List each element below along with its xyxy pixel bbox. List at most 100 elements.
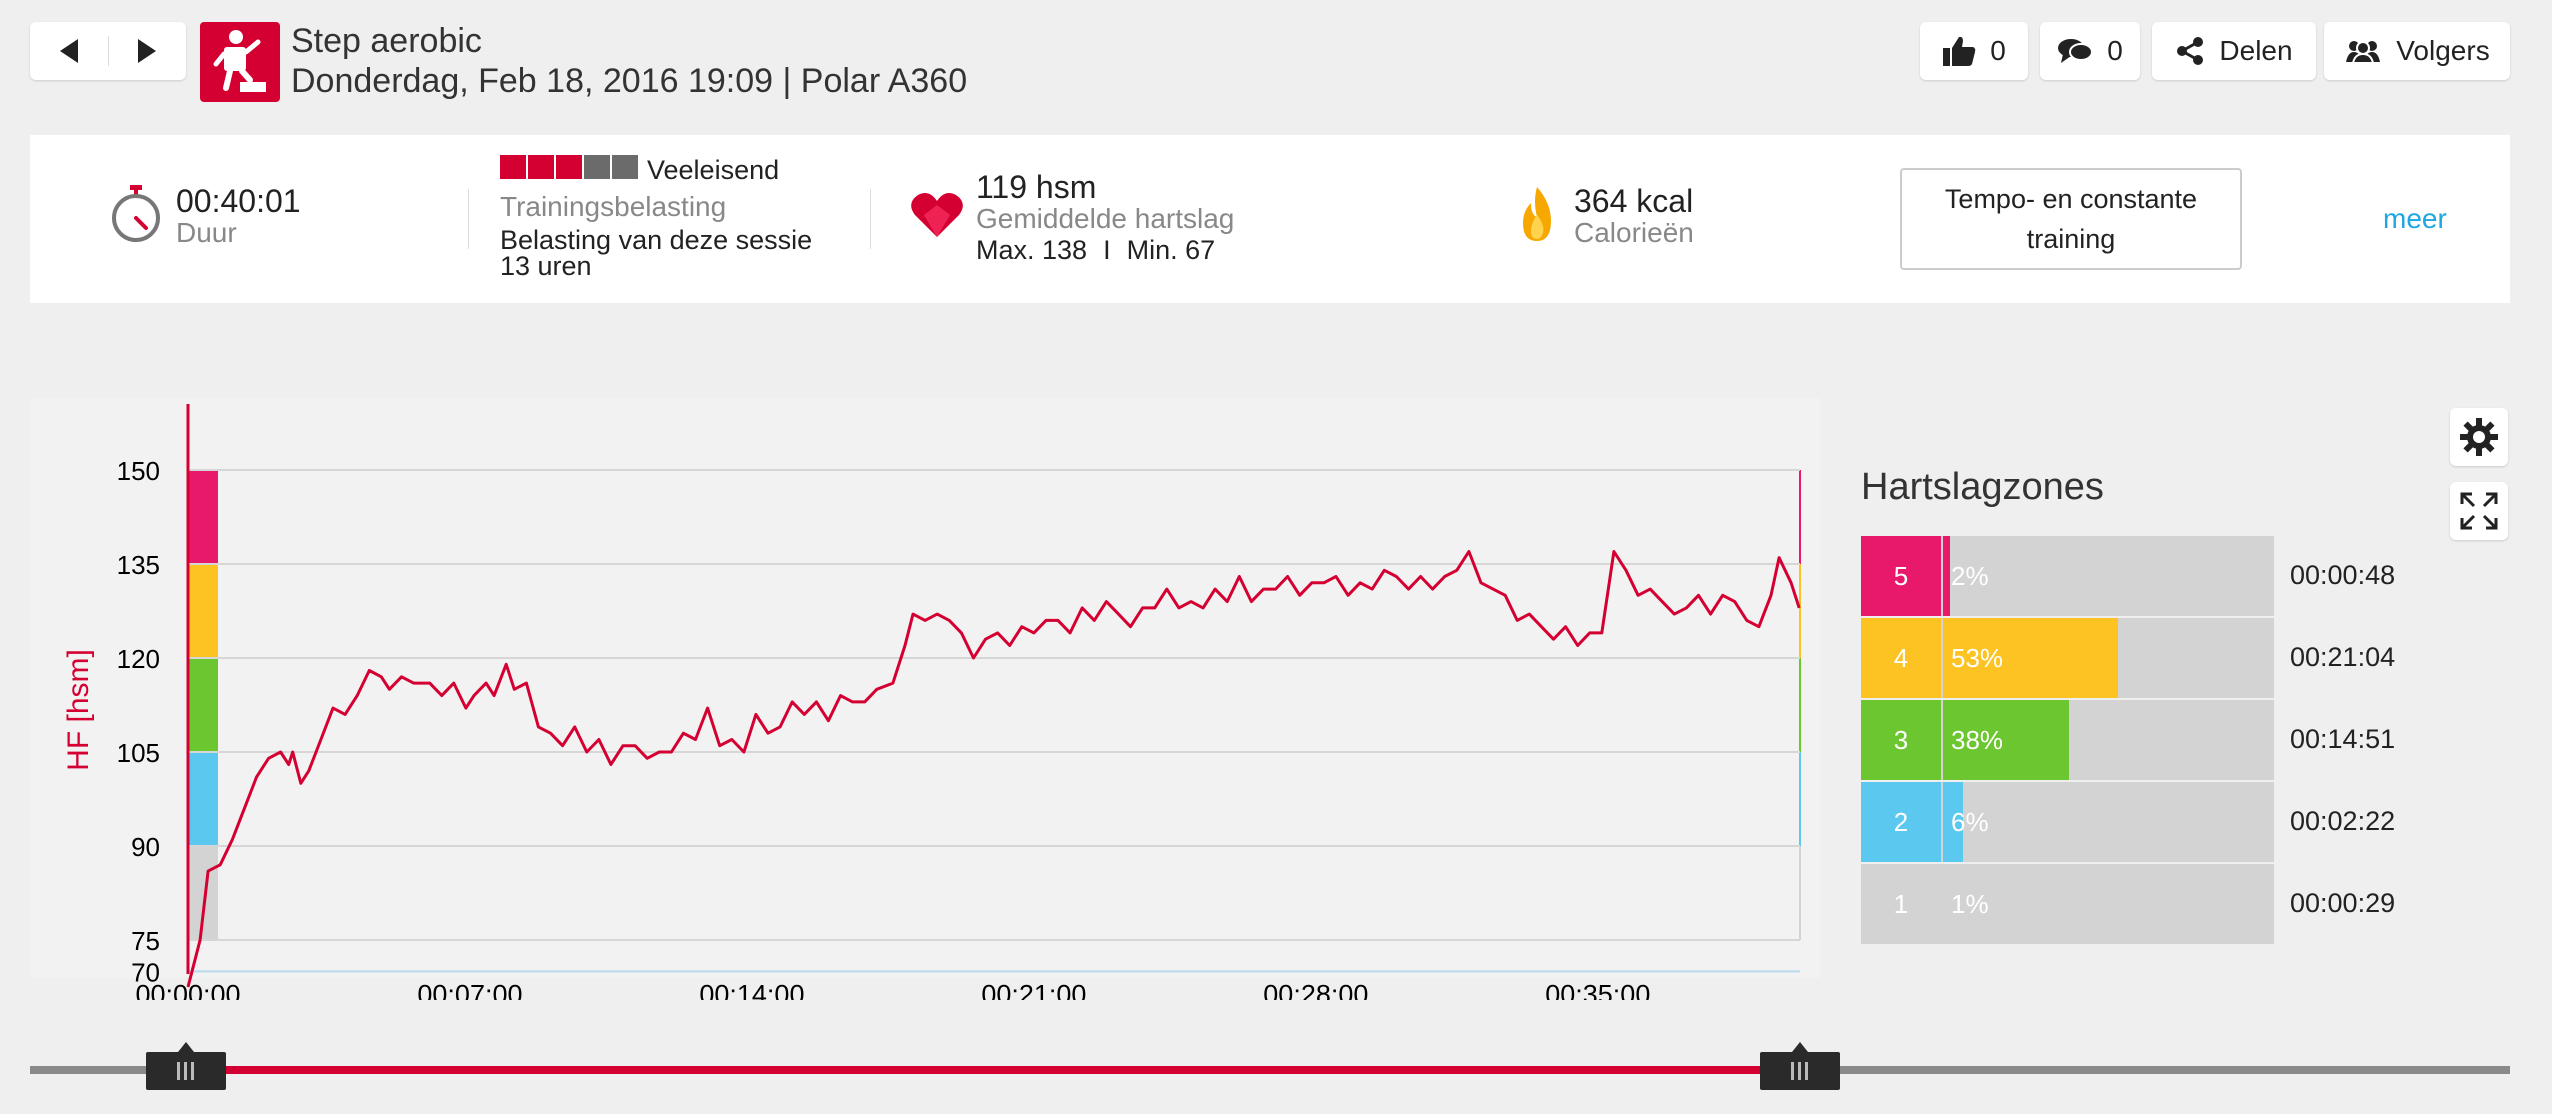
session-load-label: Belasting van deze sessie <box>500 225 813 255</box>
calories-value: 364 kcal <box>1574 183 1694 219</box>
load-level-indicator <box>500 155 638 179</box>
zone-time: 00:21:04 <box>2290 642 2396 672</box>
y-tick-label: 105 <box>117 738 160 768</box>
calories-label: Calorieën <box>1574 217 1694 248</box>
avg-heart-rate-value: 119 hsm <box>976 169 1097 205</box>
zone-time: 00:14:51 <box>2290 724 2396 754</box>
nav-divider <box>107 36 109 66</box>
like-count: 0 <box>1990 35 2006 66</box>
handle-notch <box>178 1042 194 1052</box>
heart-rate-range: Max. 138 I Min. 67 <box>976 235 1215 266</box>
hr-separator: I <box>1103 235 1111 265</box>
share-label: Delen <box>2219 35 2293 66</box>
zone-percent: 38% <box>1951 725 2004 755</box>
zone-band-2 <box>188 752 218 846</box>
zone-row-3: 3 38% <box>1861 700 2274 780</box>
thumbs-up-icon <box>1943 36 1976 66</box>
range-end-handle[interactable] <box>1760 1042 1840 1090</box>
y-tick-label: 120 <box>117 644 160 674</box>
y-tick-label: 150 <box>117 456 160 486</box>
stopwatch-icon <box>112 185 160 242</box>
zone-row-1: 1 1% <box>1861 864 2274 944</box>
y-tick-label: 90 <box>131 832 160 862</box>
zone-percent-bar <box>1943 782 1963 862</box>
heart-rate-chart-panel <box>30 398 1820 978</box>
training-load-label: Trainingsbelasting <box>500 191 727 222</box>
heart-rate-line <box>186 550 1801 988</box>
zone-number: 5 <box>1861 536 1941 616</box>
zone-time: 00:00:48 <box>2290 560 2396 590</box>
session-datetime-device: Donderdag, Feb 18, 2016 19:09 | Polar A3… <box>291 62 968 100</box>
y-tick-label: 75 <box>131 926 160 956</box>
grip-icon <box>1791 1062 1808 1080</box>
zone-percent-bar <box>1943 618 2119 698</box>
zone-number: 3 <box>1861 700 1941 780</box>
zone-number: 1 <box>1861 864 1941 944</box>
x-tick-label: 00:00:00 <box>135 979 240 1000</box>
zone-band-3 <box>188 658 218 752</box>
zone-percent: 6% <box>1951 807 1989 837</box>
y-tick-label: 70 <box>131 957 160 987</box>
x-tick-label: 00:28:00 <box>1263 979 1368 1000</box>
divider <box>468 189 469 249</box>
session-load-value: 13 uren <box>500 251 592 281</box>
zone-percent: 53% <box>1951 643 2004 673</box>
followers-label: Volgers <box>2396 35 2490 66</box>
session-nav <box>30 22 186 80</box>
duration-value: 00:40:01 <box>176 183 301 219</box>
load-segment <box>584 155 610 179</box>
heart-icon <box>911 193 963 237</box>
followers-button[interactable]: Volgers <box>2324 22 2510 80</box>
comment-count: 0 <box>2107 35 2123 66</box>
zone-percent-bar <box>1943 700 2069 780</box>
zone-row-2: 2 6% <box>1861 782 2274 862</box>
load-level-text: Veeleisend <box>647 155 780 185</box>
load-segment <box>612 155 638 179</box>
zone-band-4 <box>188 564 218 658</box>
zone-number: 4 <box>1861 618 1941 698</box>
zone-percent: 1% <box>1951 889 1989 919</box>
gear-icon <box>2460 418 2498 456</box>
x-tick-label: 00:35:00 <box>1545 979 1650 1000</box>
zone-row-4: 4 53% <box>1861 618 2274 698</box>
flame-icon <box>1523 187 1551 241</box>
range-start-handle[interactable] <box>146 1042 226 1090</box>
timeline-selected-range <box>188 1066 1800 1074</box>
heart-rate-zones-title: Hartslagzones <box>1861 466 2104 508</box>
like-button[interactable]: 0 <box>1920 22 2028 80</box>
avg-heart-rate-label: Gemiddelde hartslag <box>976 203 1235 234</box>
y-tick-label: 135 <box>117 550 160 580</box>
step-aerobic-icon <box>200 22 280 102</box>
session-title: Step aerobic <box>291 22 482 60</box>
more-link[interactable]: meer <box>2383 203 2447 234</box>
previous-session-button[interactable] <box>30 22 108 80</box>
settings-button[interactable] <box>2450 408 2508 466</box>
divider <box>870 189 871 249</box>
handle-notch <box>1792 1042 1808 1052</box>
zone-row-5: 5 2% <box>1861 536 2274 616</box>
duration-label: Duur <box>176 217 237 248</box>
zone-number: 2 <box>1861 782 1941 862</box>
zone-time: 00:02:22 <box>2290 806 2396 836</box>
chevron-right-icon <box>138 39 157 63</box>
expand-icon <box>2460 492 2498 530</box>
share-icon <box>2177 37 2204 65</box>
comment-bubbles-icon <box>2058 39 2094 63</box>
followers-icon <box>2346 41 2381 64</box>
comment-button[interactable]: 0 <box>2040 22 2140 80</box>
zone-percent: 2% <box>1951 561 1989 591</box>
x-tick-label: 00:07:00 <box>417 979 522 1000</box>
x-tick-label: 00:21:00 <box>981 979 1086 1000</box>
load-segment <box>556 155 582 179</box>
zone-time: 00:00:29 <box>2290 888 2396 918</box>
hr-min: Min. 67 <box>1126 235 1216 265</box>
next-session-button[interactable] <box>109 22 187 80</box>
share-button[interactable]: Delen <box>2152 22 2316 80</box>
training-benefit-button[interactable]: Tempo- en constante training <box>1900 168 2242 270</box>
zone-band-5 <box>188 470 218 564</box>
y-axis-label: HF [hsm] <box>62 649 95 771</box>
load-segment <box>500 155 526 179</box>
fullscreen-button[interactable] <box>2450 482 2508 540</box>
chevron-left-icon <box>59 39 78 63</box>
